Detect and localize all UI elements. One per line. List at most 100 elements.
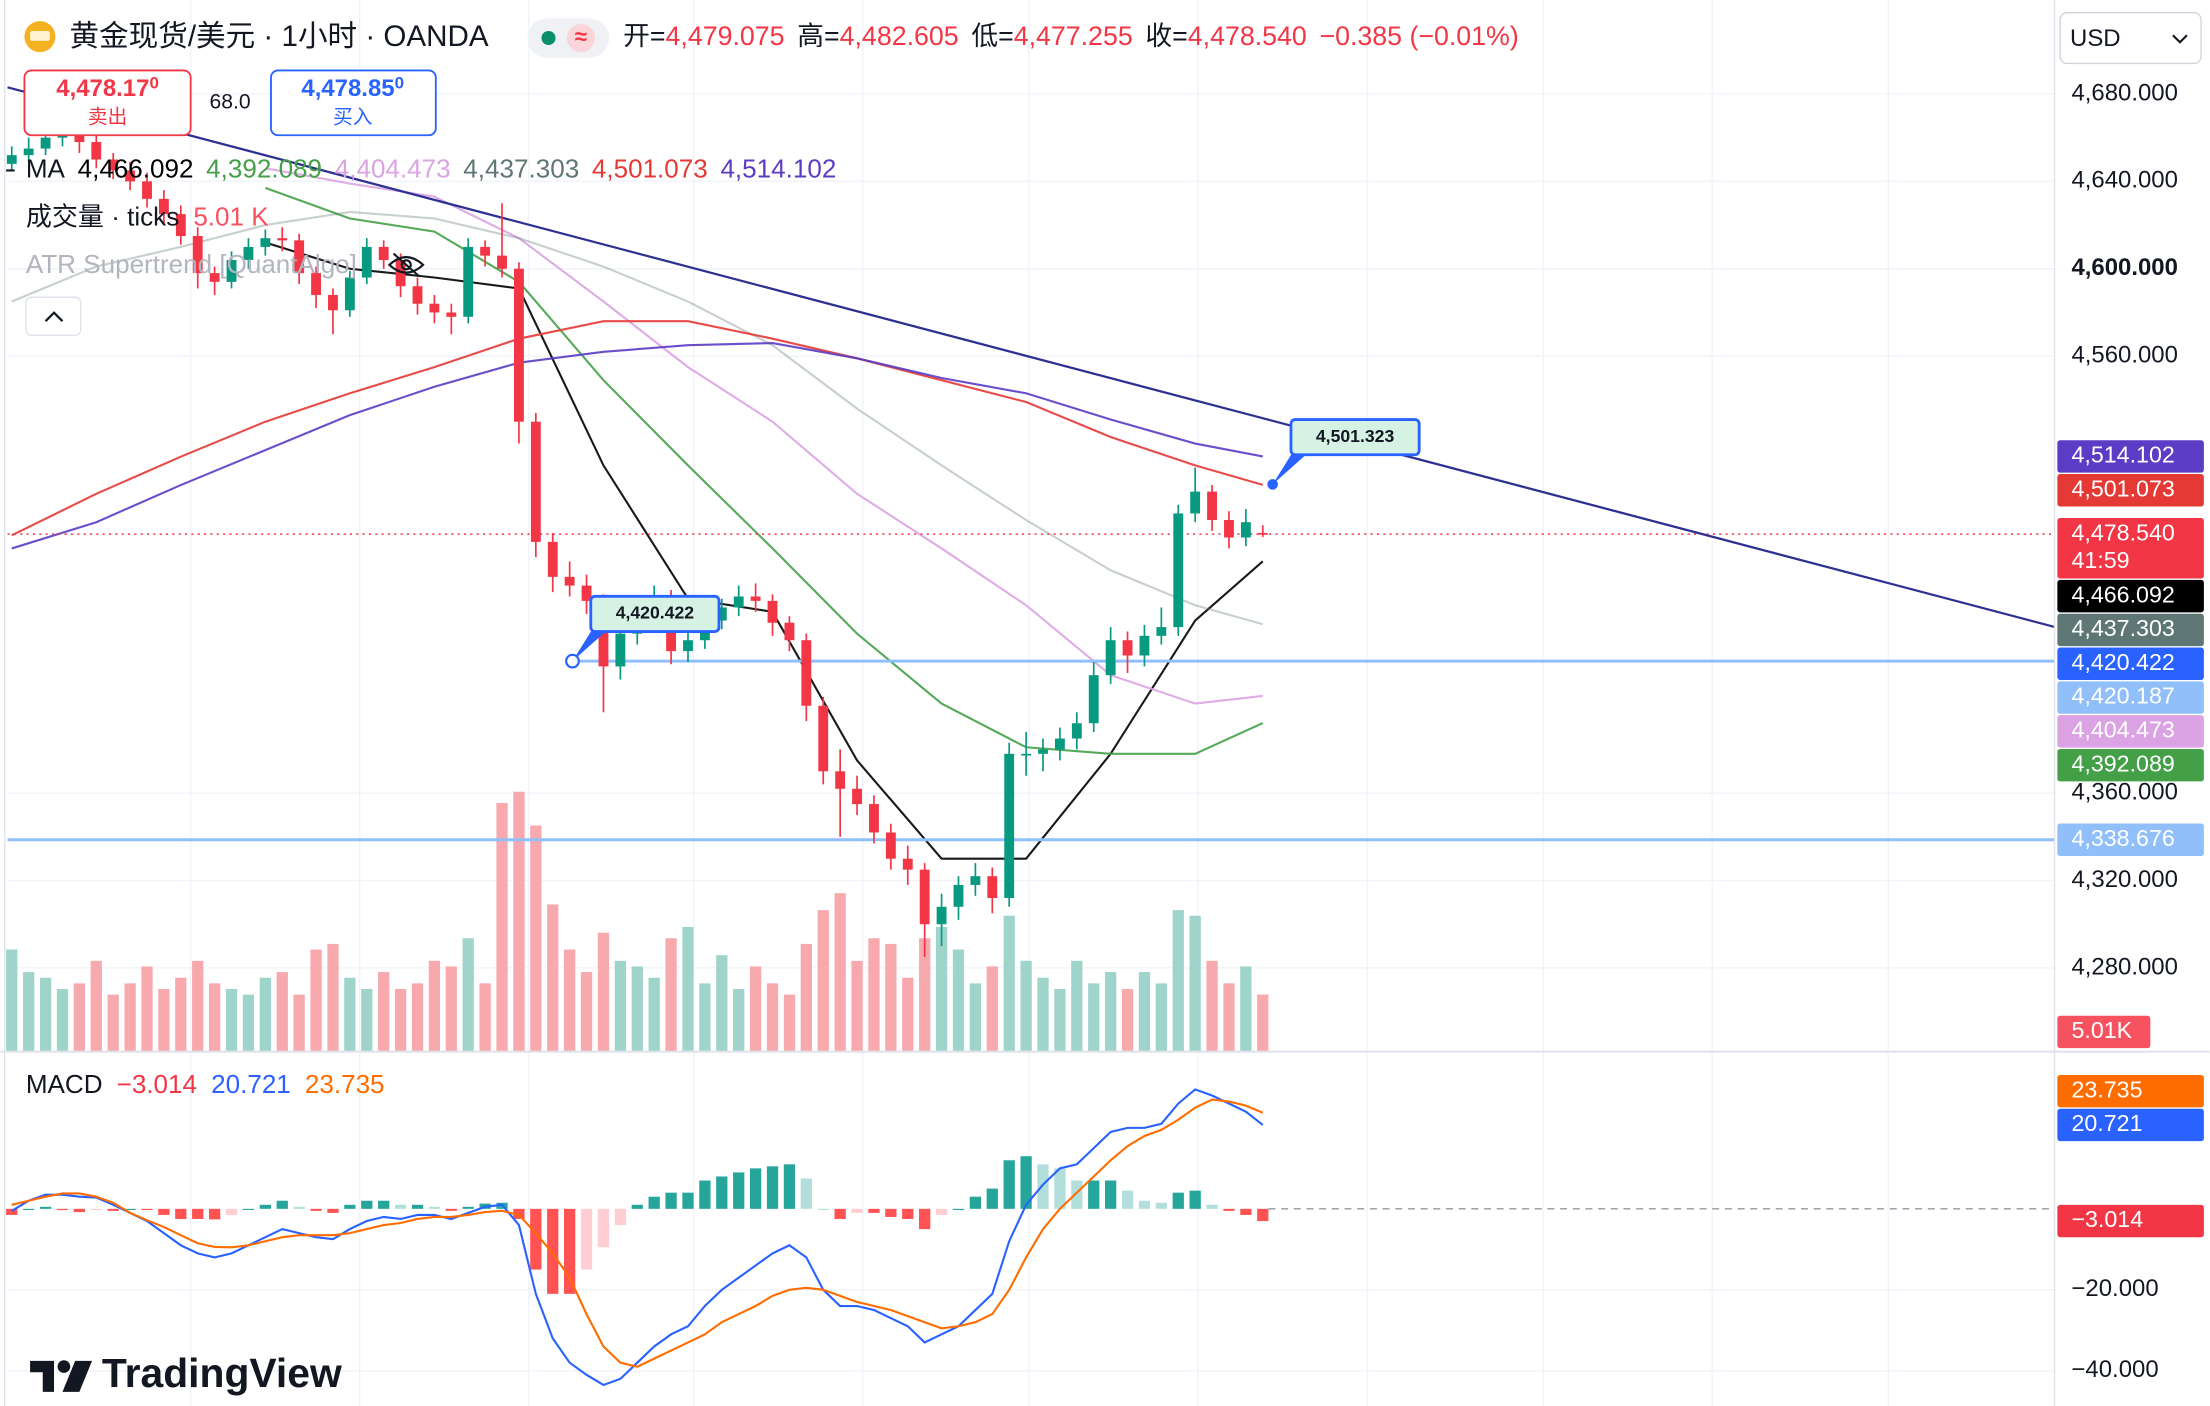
candle-body	[530, 421, 541, 542]
price-badge-label: 4,392.089	[2071, 750, 2174, 776]
volume-bar	[158, 988, 170, 1051]
macd-histogram-bar	[665, 1192, 677, 1209]
volume-bar	[1071, 960, 1083, 1051]
volume-bar	[834, 893, 846, 1051]
callout-anchor	[1267, 479, 1278, 490]
buy-button[interactable]	[270, 69, 437, 137]
macd-histogram-bar	[394, 1204, 407, 1209]
macd-histogram-bar	[73, 1208, 86, 1213]
volume-bar	[1054, 988, 1066, 1051]
candle-body	[852, 788, 862, 805]
volume-bar	[445, 966, 457, 1051]
candle-body	[1224, 520, 1234, 538]
symbol-icon-bar	[30, 30, 50, 41]
macd-histogram-bar	[564, 1208, 576, 1294]
price-badge-label: 4,338.676	[2071, 825, 2174, 851]
brand-name: TradingView	[102, 1350, 342, 1396]
delay-icon-glyph: ≈	[575, 24, 587, 49]
price-badge	[2057, 647, 2204, 680]
volume-legend[interactable]: 成交量 · ticks 5.01 K	[26, 201, 269, 231]
macd-histogram-bar	[411, 1204, 424, 1209]
candle-body	[835, 771, 846, 789]
macd-layer	[6, 1088, 2055, 1387]
line-layer	[7, 167, 2055, 860]
symbol-title[interactable]: 黄金现货/美元 · 1小时 · OANDA	[70, 20, 489, 53]
ma-legend-value: 4,392.089	[206, 153, 322, 183]
macd-histogram-bar	[6, 1208, 18, 1215]
macd-histogram-bar	[648, 1196, 660, 1209]
macd-histogram-bar	[952, 1208, 965, 1210]
close-label: 收=	[1145, 21, 1187, 51]
candle-body	[767, 600, 778, 623]
candle-body	[40, 137, 51, 149]
price-badge-label: −3.014	[2071, 1206, 2143, 1232]
volume-bar	[344, 977, 356, 1051]
candle-body	[1105, 640, 1116, 676]
buy-price-main: 4,478.85	[301, 75, 394, 102]
volume-bar	[919, 938, 931, 1051]
eye-pupil	[400, 259, 412, 271]
y-tick-label: 4,280.000	[2071, 953, 2178, 980]
price-badge	[2057, 748, 2204, 782]
close-value: 4,478.540	[1188, 21, 1307, 51]
high-value: 4,482.605	[840, 21, 959, 51]
candle-body	[23, 148, 34, 156]
currency-select[interactable]	[2059, 11, 2202, 65]
candle-body	[1071, 723, 1082, 739]
trend-line[interactable]	[7, 86, 2055, 629]
volume-bar	[733, 988, 745, 1051]
candle-body	[412, 286, 423, 304]
collapse-legend-button[interactable]	[25, 296, 82, 337]
price-badge	[2057, 1108, 2204, 1142]
brand-logo[interactable]: TradingView	[30, 1350, 342, 1396]
volume-bar	[1003, 915, 1015, 1051]
sell-button[interactable]	[23, 69, 192, 137]
volume-bar	[259, 977, 271, 1051]
macd-legend-label: MACD	[26, 1069, 103, 1099]
volume-bar	[1240, 966, 1252, 1051]
volume-bar	[631, 966, 643, 1051]
ma-legend[interactable]: MA 4,466.092 4,392.089 4,404.473 4,437.303 4,…	[26, 153, 836, 183]
ma-legend-value: 4,501.073	[592, 153, 708, 183]
y-tick-label: 4,360.000	[2071, 778, 2178, 805]
hidden-eye-icon[interactable]	[387, 252, 425, 277]
macd-histogram-bar	[361, 1200, 373, 1209]
volume-bar	[124, 983, 136, 1051]
macd-histogram-bar	[1223, 1208, 1235, 1211]
candle-body	[936, 906, 947, 925]
ma-legend-value: 4,466.092	[78, 153, 194, 183]
price-badge-label: 20.721	[2071, 1110, 2142, 1136]
low-value: 4,477.255	[1014, 21, 1133, 51]
buy-price: 4,478.850	[301, 74, 404, 102]
price-badge-label: 4,466.092	[2071, 581, 2174, 607]
market-open-dot	[541, 30, 556, 46]
candle-body	[6, 155, 17, 164]
macd-histogram-bar	[986, 1188, 998, 1209]
volume-bar	[885, 943, 897, 1051]
candle-body	[1173, 513, 1184, 628]
candle-body	[733, 596, 744, 608]
volume-bar	[23, 972, 35, 1051]
callout-box	[589, 594, 721, 633]
macd-histogram-bar	[259, 1204, 271, 1209]
volume-bar	[141, 966, 153, 1051]
candle-body	[885, 832, 896, 859]
price-badge	[2057, 517, 2204, 579]
candle-body	[1190, 491, 1201, 514]
candle-body	[801, 640, 812, 706]
macd-legend[interactable]: MACD −3.014 20.721 23.735	[26, 1069, 385, 1099]
volume-bar	[817, 910, 829, 1051]
candle-body	[564, 576, 575, 586]
price-badge-label: 23.735	[2071, 1076, 2142, 1102]
macd-histogram-bar	[462, 1206, 474, 1209]
volume-bar	[682, 927, 694, 1051]
price-badge	[2057, 715, 2204, 748]
volume-bar	[665, 938, 677, 1051]
volume-bar	[1257, 994, 1269, 1051]
volume-bar	[580, 972, 593, 1051]
indicator-legend[interactable]: ATR Supertrend [QuantAlgo]	[26, 249, 357, 279]
macd-histogram-bar	[1172, 1192, 1184, 1209]
macd-histogram-bar	[158, 1208, 170, 1215]
volume-bar	[513, 791, 525, 1051]
ma-line	[264, 186, 1264, 755]
